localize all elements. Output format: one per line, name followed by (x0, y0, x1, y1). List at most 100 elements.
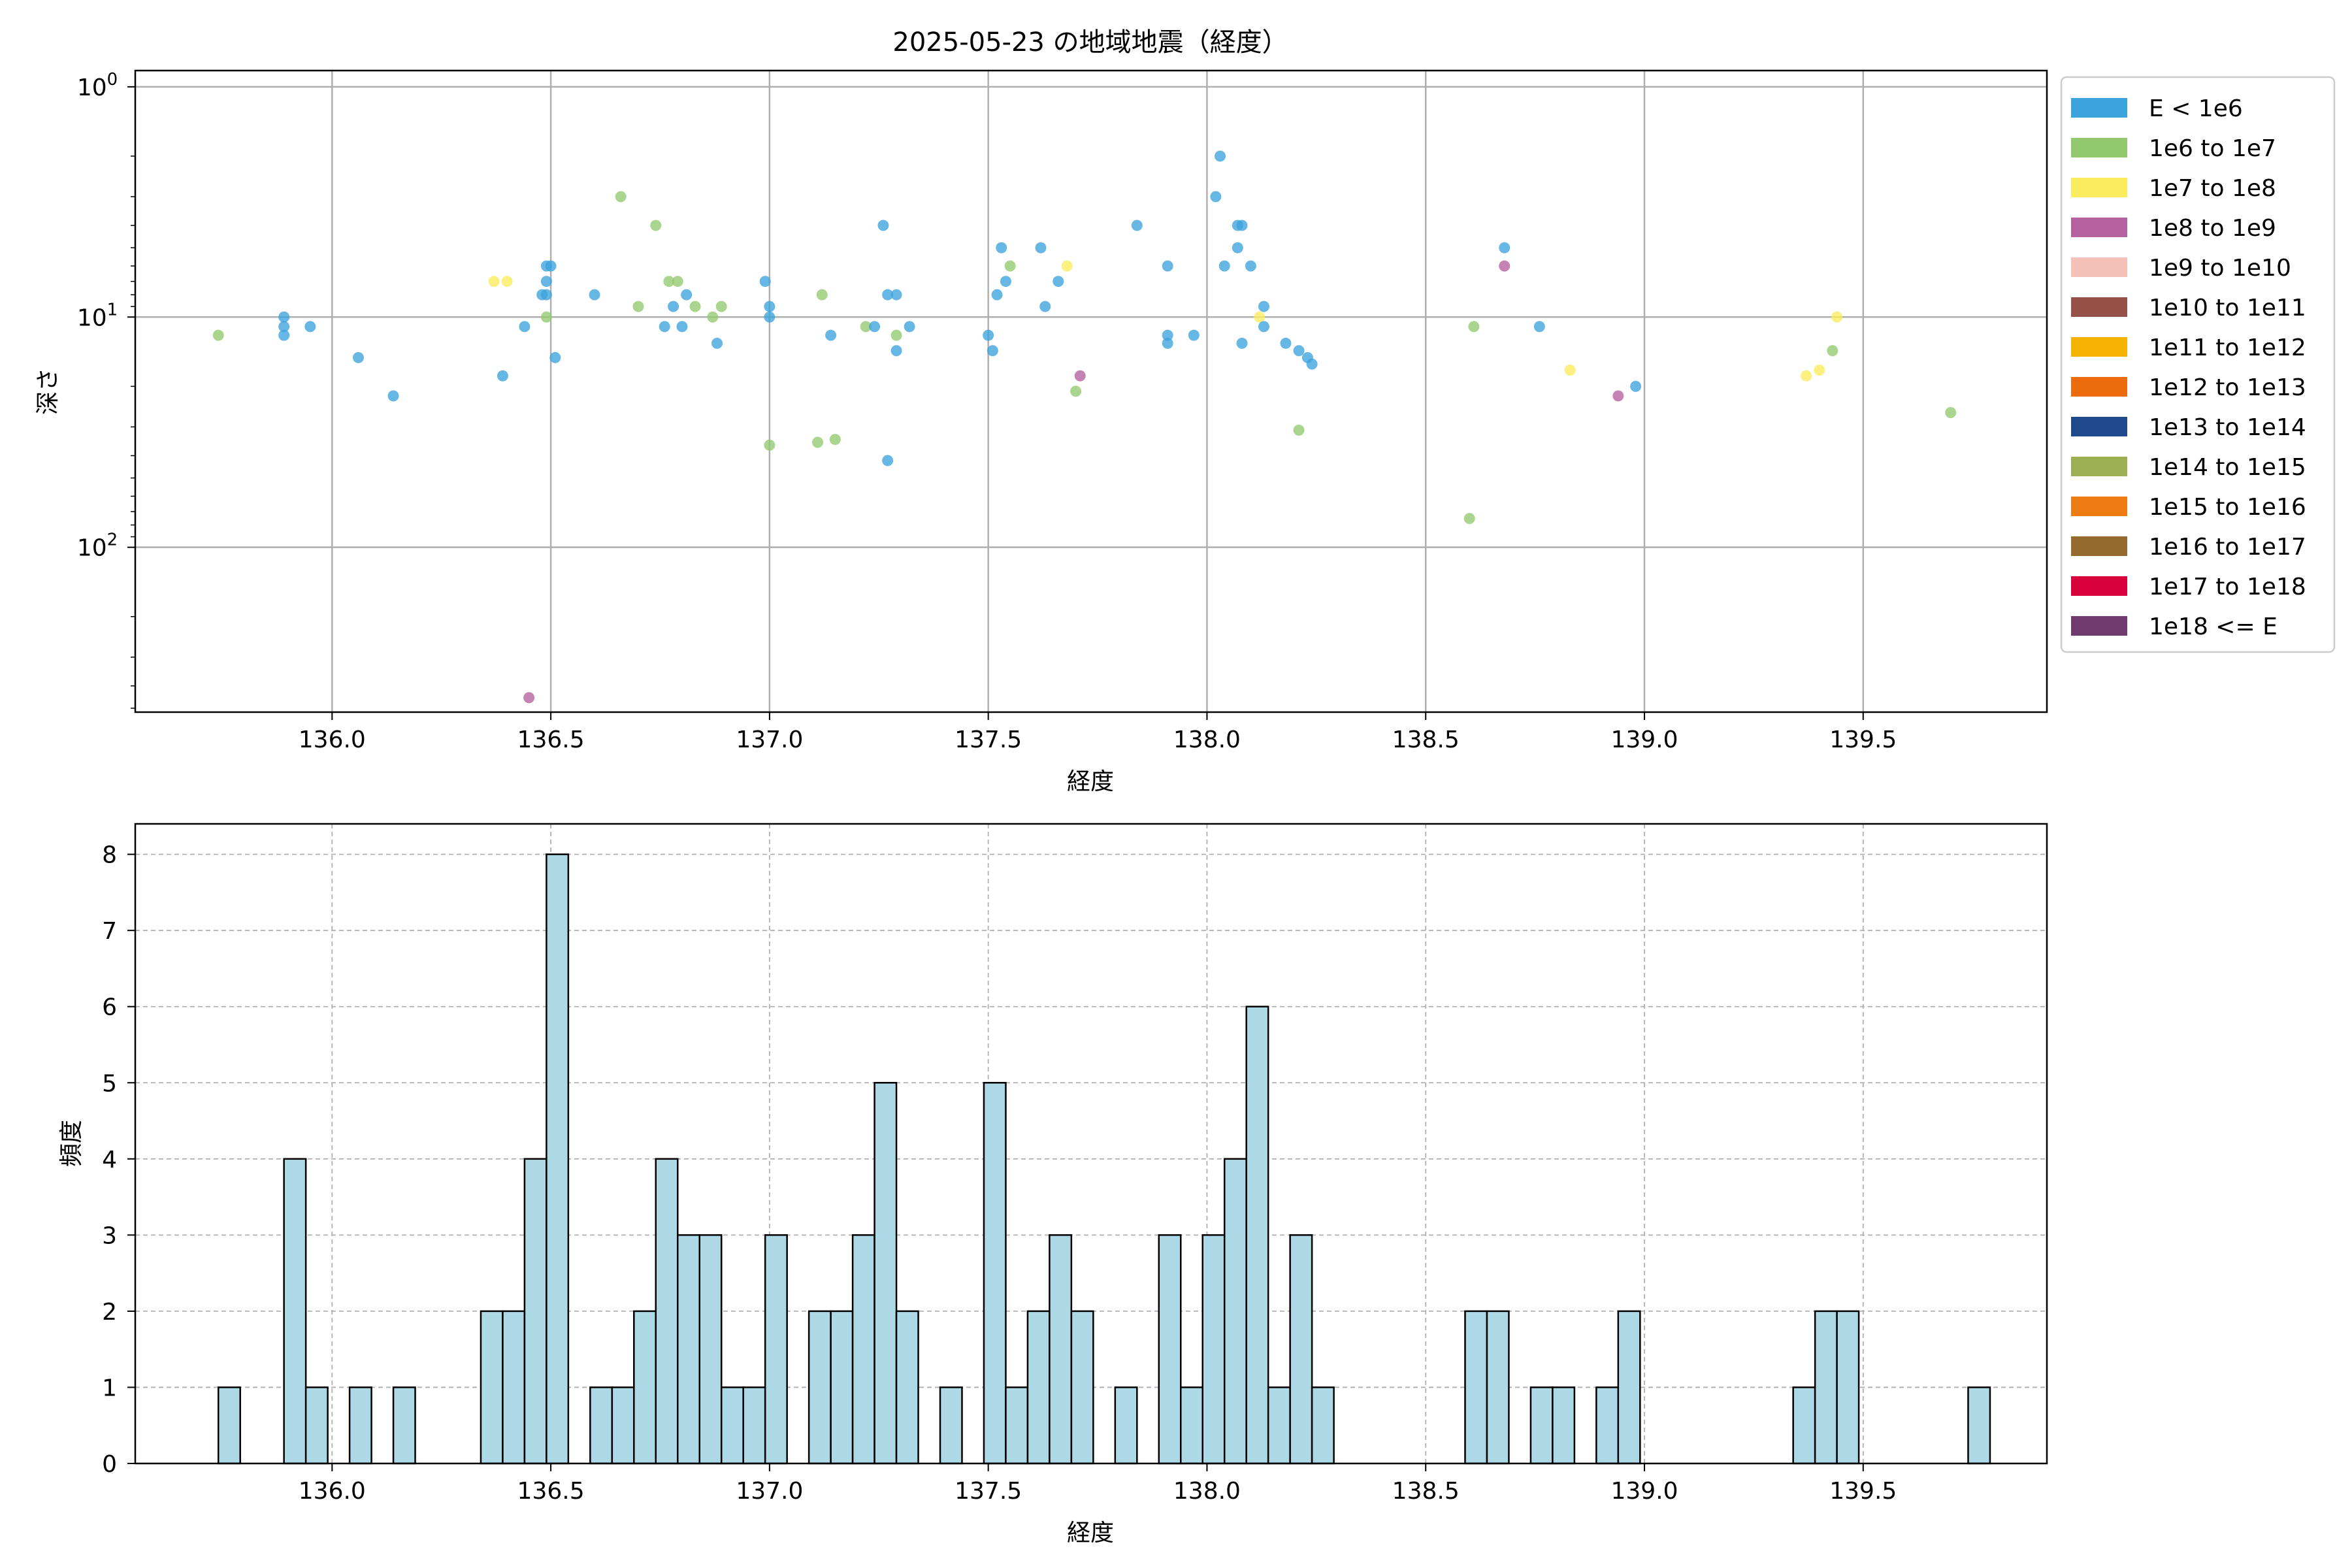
scatter-y-tick-label: 100 (77, 70, 118, 101)
scatter-point (689, 301, 701, 312)
scatter-point (1827, 345, 1838, 357)
scatter-y-ticks: 100 101 102 (77, 70, 135, 709)
scatter-point (1236, 220, 1248, 231)
histogram-bar (589, 1386, 613, 1465)
histogram-y-tick-label: 6 (102, 994, 117, 1021)
legend-swatch (2071, 138, 2127, 157)
histogram-x-tick-label: 139.0 (1610, 1478, 1678, 1505)
scatter-x-tick-label: 137.0 (736, 727, 803, 753)
scatter-point (1000, 276, 1011, 287)
legend-label: 1e13 to 1e14 (2149, 414, 2306, 441)
histogram-bar (546, 853, 570, 1465)
scatter-point (615, 191, 627, 203)
scatter-point (1293, 424, 1305, 436)
scatter-x-axis-label: 経度 (1067, 768, 1114, 795)
histogram-bar (283, 1158, 307, 1465)
histogram-bar (895, 1310, 919, 1465)
scatter-point (991, 289, 1003, 301)
histogram-bar (830, 1310, 854, 1465)
scatter-point (1463, 513, 1475, 525)
scatter-point (676, 321, 688, 333)
histogram-bar (1070, 1310, 1094, 1465)
histogram-bar (1486, 1310, 1510, 1465)
legend-frame (2060, 76, 2336, 653)
scatter-point (1188, 329, 1200, 341)
histogram-y-tick-label: 1 (102, 1375, 117, 1401)
legend-swatch (2071, 178, 2127, 197)
scatter-point (278, 329, 290, 341)
scatter-point (488, 276, 500, 287)
histogram-y-tick-label: 3 (102, 1222, 117, 1249)
histogram-x-ticks: 136.0 136.5 137.0 137.5 138.0 138.5 139.0 139.5 (299, 1463, 1897, 1505)
legend-swatch (2071, 536, 2127, 556)
scatter-point (987, 345, 998, 357)
legend-label: 1e18 <= E (2149, 613, 2278, 640)
histogram-bar (1464, 1310, 1488, 1465)
legend-label: 1e12 to 1e13 (2149, 374, 2306, 401)
legend: E < 1e6 1e6 to 1e7 1e7 to 1e8 1e8 to 1e9 1e9… (2060, 76, 2336, 653)
scatter-point (890, 329, 902, 341)
scatter-point (1070, 385, 1082, 397)
scatter-point (352, 351, 364, 363)
scatter-point (540, 311, 552, 323)
scatter-grid (135, 71, 2047, 712)
histogram-bar (764, 1234, 788, 1465)
scatter-point (304, 321, 316, 333)
histogram-bar (502, 1310, 526, 1465)
legend-label: 1e8 to 1e9 (2149, 215, 2276, 242)
scatter-point (1061, 260, 1073, 272)
legend-swatch (2071, 218, 2127, 237)
scatter-y-tick-label: 102 (77, 531, 118, 562)
legend-label: 1e9 to 1e10 (2149, 255, 2291, 282)
scatter-point (545, 260, 557, 272)
scatter-point (1630, 380, 1642, 392)
scatter-plot-frame (134, 69, 2048, 713)
legend-label: E < 1e6 (2149, 95, 2243, 122)
histogram-bar (1552, 1386, 1576, 1465)
histogram-x-tick-label: 136.0 (299, 1478, 366, 1505)
legend-swatch (2071, 457, 2127, 476)
legend-swatch (2071, 297, 2127, 317)
scatter-point (519, 321, 531, 333)
scatter-point (663, 276, 675, 287)
histogram-bar (1814, 1310, 1838, 1465)
scatter-point (1053, 276, 1064, 287)
legend-items: E < 1e6 1e6 to 1e7 1e7 to 1e8 1e8 to 1e9 1e9… (2071, 95, 2306, 640)
histogram-bar (348, 1386, 372, 1465)
histogram-bar (1617, 1310, 1641, 1465)
scatter-point (387, 390, 399, 402)
scatter-point (860, 321, 872, 333)
scatter-x-tick-label: 139.0 (1610, 727, 1678, 753)
histogram-y-axis-label: 頻度 (58, 1120, 85, 1167)
scatter-point (668, 301, 679, 312)
legend-swatch (2071, 616, 2127, 636)
scatter-point (996, 242, 1007, 253)
scatter-point (1004, 260, 1016, 272)
legend-swatch (2071, 377, 2127, 397)
histogram-bar (304, 1386, 329, 1465)
histogram-x-tick-label: 138.5 (1392, 1478, 1460, 1505)
histogram-bar (655, 1158, 679, 1465)
scatter-point (681, 289, 693, 301)
histogram-y-tick-label: 8 (102, 842, 117, 869)
histogram-y-tick-label: 4 (102, 1147, 117, 1173)
scatter-point (589, 289, 600, 301)
histogram-bar (1289, 1234, 1313, 1465)
legend-swatch (2071, 337, 2127, 357)
scatter-point (1499, 242, 1511, 253)
legend-swatch (2071, 576, 2127, 596)
scatter-x-ticks: 136.0 136.5 137.0 137.5 138.0 138.5 139.0 139.5 (299, 712, 1897, 753)
scatter-point (882, 455, 894, 466)
scatter-point (632, 301, 644, 312)
scatter-point (1280, 337, 1292, 349)
scatter-point (540, 289, 552, 301)
histogram-plot-frame (134, 823, 2048, 1465)
histogram-x-tick-label: 137.5 (955, 1478, 1022, 1505)
scatter-point (1162, 260, 1173, 272)
scatter-point (1258, 301, 1269, 312)
scatter-point (1258, 321, 1269, 333)
scatter-point (825, 329, 837, 341)
histogram-y-tick-label: 2 (102, 1299, 117, 1326)
histogram-y-tick-label: 0 (102, 1451, 117, 1478)
chart-title: 2025-05-23 の地域地震（経度） (892, 27, 1288, 57)
